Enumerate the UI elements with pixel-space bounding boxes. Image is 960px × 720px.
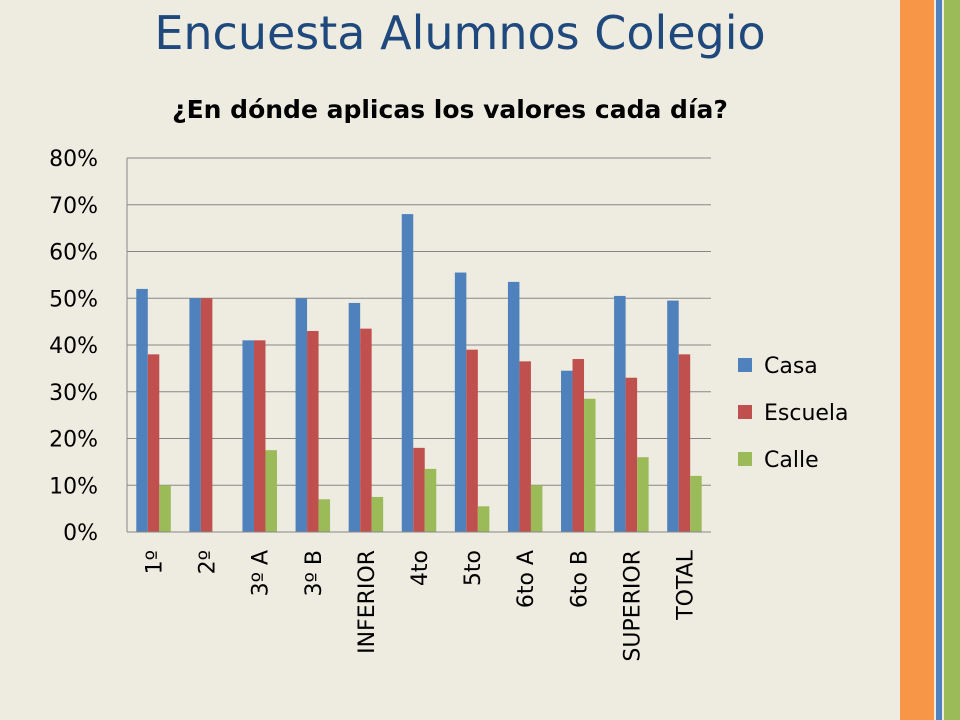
bar-escuela-10	[678, 354, 691, 532]
x-tick-label: 4to	[408, 550, 433, 586]
orange-stripe	[900, 0, 934, 720]
y-tick-label: 60%	[49, 241, 98, 266]
bar-calle-7	[530, 485, 543, 532]
bar-casa-5	[401, 214, 414, 532]
x-tick-label: 1º	[143, 550, 168, 574]
bar-calle-4	[371, 496, 384, 532]
bar-calle-0	[159, 485, 171, 532]
y-tick-label: 30%	[49, 381, 98, 406]
bar-escuela-8	[572, 359, 585, 532]
legend-label-calle: Calle	[764, 448, 819, 473]
y-tick-label: 70%	[49, 194, 98, 219]
bar-escuela-1	[200, 298, 213, 532]
bar-casa-7	[507, 281, 520, 532]
bar-escuela-6	[466, 349, 478, 532]
bar-escuela-9	[625, 377, 638, 532]
axes	[126, 158, 711, 533]
bar-calle-2	[265, 450, 277, 532]
bar-casa-4	[348, 302, 361, 532]
bar-escuela-5	[413, 447, 425, 532]
y-tick-label: 80%	[49, 147, 98, 172]
bar-casa-0	[136, 288, 148, 532]
bar-casa-9	[614, 295, 626, 532]
bar-calle-6	[477, 506, 490, 532]
bar-casa-2	[242, 340, 254, 532]
bar-casa-3	[295, 298, 308, 532]
legend-label-casa: Casa	[764, 354, 818, 379]
bar-casa-6	[454, 272, 467, 532]
bar-casa-8	[561, 370, 573, 532]
bar-calle-10	[690, 475, 702, 532]
bar-calle-3	[318, 499, 331, 532]
y-tick-label: 10%	[49, 474, 98, 499]
x-tick-label: 2º	[196, 550, 221, 574]
x-tick-label: SUPERIOR	[620, 550, 645, 662]
bar-calle-5	[424, 468, 437, 532]
legend: Casa Escuela Calle	[738, 354, 849, 473]
bar-casa-10	[667, 300, 679, 532]
x-tick-label: 6to A	[514, 550, 539, 608]
x-tick-label: INFERIOR	[355, 550, 380, 654]
bar-chart: ¿En dónde aplicas los valores cada día? …	[49, 95, 849, 662]
legend-swatch-calle	[738, 452, 752, 466]
green-stripe	[944, 0, 960, 720]
y-tick-label: 0%	[63, 521, 98, 546]
bar-escuela-3	[307, 330, 319, 532]
stripe-gap	[934, 0, 936, 720]
y-tick-label: 50%	[49, 287, 98, 312]
legend-swatch-casa	[738, 358, 752, 372]
bar-calle-8	[584, 398, 596, 532]
x-tick-label: 6to B	[567, 550, 592, 608]
stripe-gap	[942, 0, 944, 720]
x-tick-label: 3º A	[249, 550, 274, 596]
bars	[136, 214, 702, 532]
bar-escuela-4	[360, 328, 372, 532]
y-tick-label: 20%	[49, 428, 98, 453]
bar-escuela-2	[253, 340, 266, 532]
y-axis-ticks: 0% 10% 20% 30% 40% 50% 60% 70% 80%	[49, 147, 98, 546]
bar-casa-1	[189, 298, 201, 532]
chart-title: ¿En dónde aplicas los valores cada día?	[172, 95, 728, 124]
bar-escuela-0	[147, 354, 160, 532]
x-tick-label: 5to	[461, 550, 486, 586]
bar-calle-9	[637, 457, 649, 532]
x-tick-label: TOTAL	[673, 549, 698, 621]
y-tick-label: 40%	[49, 334, 98, 359]
x-axis-labels: 1º 2º 3º A 3º B INFERIOR 4to 5to 6to A 6to B SUPE…	[143, 549, 699, 661]
blue-stripe	[936, 0, 942, 720]
legend-swatch-escuela	[738, 405, 752, 419]
x-tick-label: 3º B	[302, 550, 327, 596]
bar-escuela-7	[519, 361, 531, 532]
slide-title: Encuesta Alumnos Colegio	[154, 6, 766, 60]
legend-label-escuela: Escuela	[764, 401, 849, 426]
